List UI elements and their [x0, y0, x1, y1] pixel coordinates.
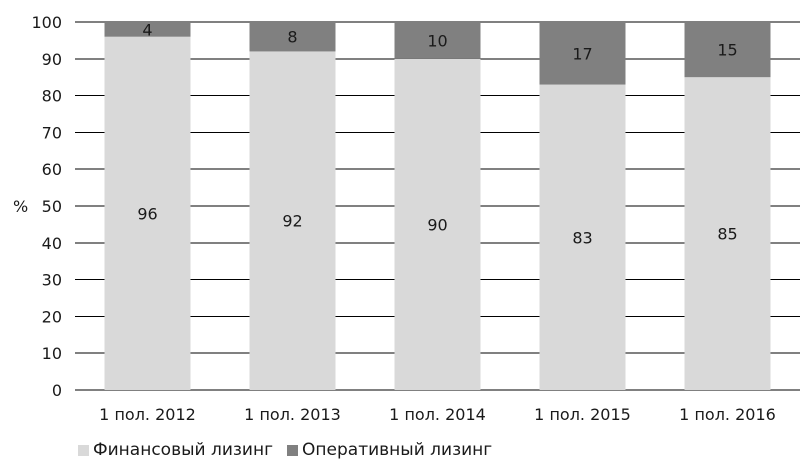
y-tick-0: 0 [52, 381, 62, 400]
data-label-operating-2: 8 [287, 28, 297, 47]
legend-item-operating: Оперативный лизинг [287, 440, 492, 460]
y-tick-50: 50 [42, 197, 62, 216]
y-tick-80: 80 [42, 87, 62, 106]
x-tick-3: 1 пол. 2014 [389, 405, 486, 424]
data-label-operating-3: 10 [427, 31, 447, 50]
data-label-financial-2: 92 [282, 212, 302, 231]
x-tick-1: 1 пол. 2012 [99, 405, 196, 424]
y-tick-100: 100 [31, 13, 62, 32]
data-label-financial-3: 90 [427, 215, 447, 234]
y-axis-label: % [13, 197, 28, 216]
x-tick-5: 1 пол. 2016 [679, 405, 776, 424]
y-tick-20: 20 [42, 307, 62, 326]
y-tick-10: 10 [42, 344, 62, 363]
x-tick-4: 1 пол. 2015 [534, 405, 631, 424]
y-axis-ticks: 0 10 20 30 40 50 60 70 80 90 100 [31, 13, 62, 400]
data-label-operating-4: 17 [572, 44, 592, 63]
bars: 96 4 92 8 90 10 83 17 85 15 [105, 20, 771, 390]
x-axis-ticks: 1 пол. 2012 1 пол. 2013 1 пол. 2014 1 пол. … [99, 405, 776, 424]
y-tick-60: 60 [42, 160, 62, 179]
y-tick-40: 40 [42, 234, 62, 253]
stacked-bar-chart: 0 10 20 30 40 50 60 70 80 90 100 % 96 4 92 8 90 10 83 17 8… [0, 0, 809, 435]
data-label-operating-5: 15 [717, 41, 737, 60]
legend-label-financial: Финансовый лизинг [93, 440, 273, 460]
legend-swatch-financial [78, 445, 89, 456]
data-label-operating-1: 4 [142, 20, 152, 39]
y-tick-30: 30 [42, 271, 62, 290]
legend: Финансовый лизинг Оперативный лизинг [78, 440, 492, 460]
y-tick-90: 90 [42, 50, 62, 69]
y-tick-70: 70 [42, 123, 62, 142]
x-tick-2: 1 пол. 2013 [244, 405, 341, 424]
legend-swatch-operating [287, 445, 298, 456]
legend-label-operating: Оперативный лизинг [302, 440, 492, 460]
legend-item-financial: Финансовый лизинг [78, 440, 273, 460]
data-label-financial-5: 85 [717, 225, 737, 244]
data-label-financial-4: 83 [572, 228, 592, 247]
data-label-financial-1: 96 [137, 204, 157, 223]
